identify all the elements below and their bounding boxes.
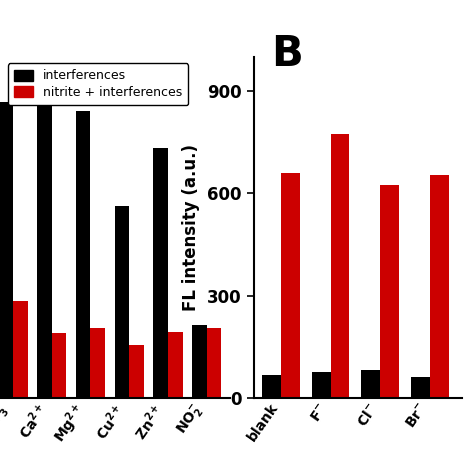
Bar [129, 345, 144, 398]
Legend: interferences, nitrite + interferences: interferences, nitrite + interferences [8, 63, 189, 105]
Bar [430, 174, 449, 398]
Bar [192, 325, 207, 398]
Y-axis label: FL intensity (a.u.): FL intensity (a.u.) [182, 144, 200, 311]
Bar [361, 370, 380, 398]
Text: B: B [271, 33, 302, 75]
Bar [115, 206, 129, 398]
Bar [380, 185, 399, 398]
Bar [312, 372, 330, 398]
Bar [330, 134, 349, 398]
Bar [168, 331, 182, 398]
Bar [0, 102, 13, 398]
Bar [262, 375, 281, 398]
Bar [13, 301, 28, 398]
Bar [411, 377, 430, 398]
Bar [207, 328, 221, 398]
Bar [76, 110, 91, 398]
Bar [91, 328, 105, 398]
Bar [52, 333, 66, 398]
Bar [37, 106, 52, 398]
Bar [153, 148, 168, 398]
Bar [281, 173, 300, 398]
